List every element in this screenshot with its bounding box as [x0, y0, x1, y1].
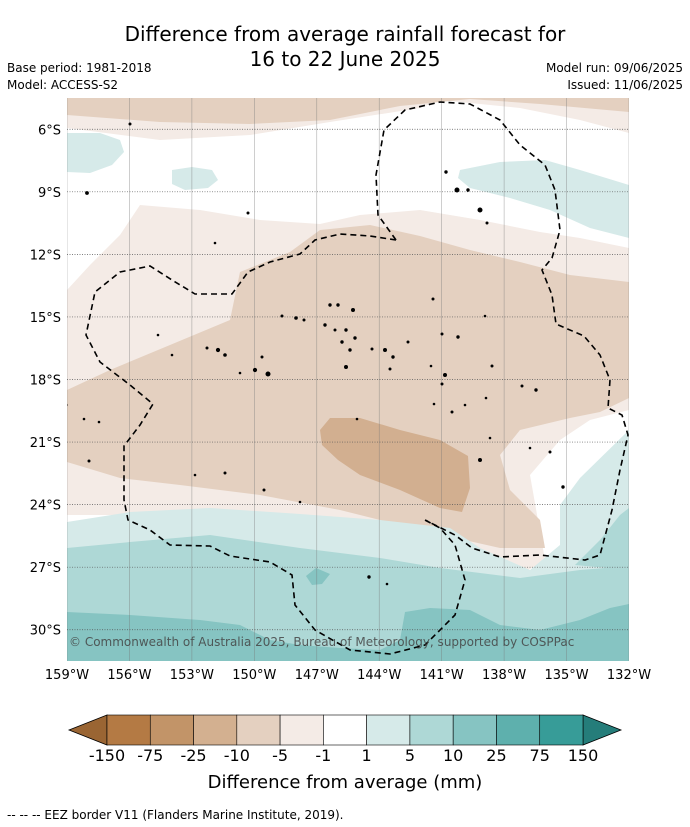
zone-slightly-wet-north-east [458, 160, 629, 238]
copyright-text: © Commonwealth of Australia 2025, Bureau… [69, 635, 574, 649]
lat-label: 24°S [30, 499, 61, 514]
colorbar-swatch [236, 714, 281, 746]
longitude-labels: 159°W 156°W 153°W 150°W 147°W 144°W 141°W 138°W… [45, 668, 651, 683]
island-markers [67, 122, 565, 586]
zone-wet-south-islet [306, 568, 330, 585]
colorbar-swatch [193, 714, 238, 746]
meta-right: Model run: 09/06/2025 Issued: 11/06/2025 [546, 60, 683, 94]
map-title-line1: Difference from average rainfall forecas… [124, 22, 566, 46]
eez-border-central [85, 233, 466, 655]
lon-label: 159°W [45, 668, 89, 683]
lon-label: 147°W [295, 668, 339, 683]
eez-legend-note: -- -- -- EEZ border V11 (Flanders Marine… [7, 808, 344, 822]
colorbar-tick-label: 150 [568, 746, 599, 765]
lat-label: 30°S [30, 624, 61, 639]
colorbar-swatch [539, 714, 584, 746]
colorbar-tick-label: -10 [224, 746, 250, 765]
colorbar-swatch [279, 714, 324, 746]
colorbar-swatch [409, 714, 454, 746]
colorbar-tick-label: -75 [137, 746, 163, 765]
model-name: Model: ACCESS-S2 [7, 78, 119, 92]
colorbar-tick-label: 1 [362, 746, 372, 765]
colorbar-tick-label: 10 [443, 746, 463, 765]
lat-label: 15°S [30, 311, 61, 326]
lon-label: 150°W [232, 668, 276, 683]
zone-very-dry-central [320, 418, 470, 512]
base-period: Base period: 1981-2018 [7, 61, 152, 75]
colorbar-tick-label: -25 [180, 746, 206, 765]
rainfall-map-figure: © Commonwealth of Australia 2025, Bureau… [30, 98, 651, 793]
lon-label: 132°W [607, 668, 651, 683]
map-title-line2: 16 to 22 June 2025 [249, 47, 441, 71]
colorbar-tick-label: 75 [530, 746, 550, 765]
zone-slightly-wet-north-west [67, 133, 124, 173]
zone-wet-south [67, 604, 629, 661]
colorbar-high-extend [582, 714, 623, 746]
lon-label: 156°W [107, 668, 151, 683]
lon-label: 153°W [170, 668, 214, 683]
lat-label: 9°S [38, 186, 61, 201]
colorbar-tick-label: -1 [315, 746, 331, 765]
zone-moderately-dry-north [67, 98, 629, 124]
lat-label: 21°S [30, 436, 61, 451]
colorbar [67, 714, 623, 746]
colorbar-title: Difference from average (mm) [208, 772, 483, 793]
colorbar-swatch [452, 714, 497, 746]
zone-slightly-wet-north-west-islet [172, 167, 218, 190]
lon-label: 141°W [420, 668, 464, 683]
eez-border-north-east [375, 101, 629, 561]
meta-left: Base period: 1981-2018 Model: ACCESS-S2 [7, 60, 152, 94]
latitude-labels: 6°S 9°S 12°S 15°S 18°S 21°S 24°S 27°S 30°S [30, 123, 61, 638]
lon-label: 138°W [482, 668, 526, 683]
colorbar-tick-label: 25 [486, 746, 506, 765]
model-run: Model run: 09/06/2025 [545, 61, 683, 75]
lat-label: 27°S [30, 561, 61, 576]
lon-label: 135°W [544, 668, 588, 683]
colorbar-low-extend [67, 714, 108, 746]
lat-label: 18°S [30, 374, 61, 389]
issued-date: Issued: 11/06/2025 [567, 78, 683, 92]
gridlines [67, 98, 629, 661]
lat-label: 12°S [30, 248, 61, 263]
zone-moderately-wet-south-east [575, 508, 629, 570]
colorbar-tick-label: -5 [272, 746, 288, 765]
colorbar-tick-label: -150 [89, 746, 125, 765]
colorbar-swatch [323, 714, 367, 746]
colorbar-swatch [149, 714, 194, 746]
map-plot-area: © Commonwealth of Australia 2025, Bureau… [67, 98, 629, 661]
colorbar-swatch [496, 714, 541, 746]
colorbar-swatch [106, 714, 151, 746]
lon-label: 144°W [357, 668, 401, 683]
colorbar-tick-labels: -150 -75 -25 -10 -5 -1 1 5 10 25 75 150 [89, 746, 598, 765]
colorbar-tick-label: 5 [405, 746, 415, 765]
zone-moderately-dry-central [67, 225, 629, 548]
lat-label: 6°S [38, 123, 61, 138]
colorbar-swatch [366, 714, 411, 746]
map-title: Difference from average rainfall forecas… [0, 22, 690, 72]
